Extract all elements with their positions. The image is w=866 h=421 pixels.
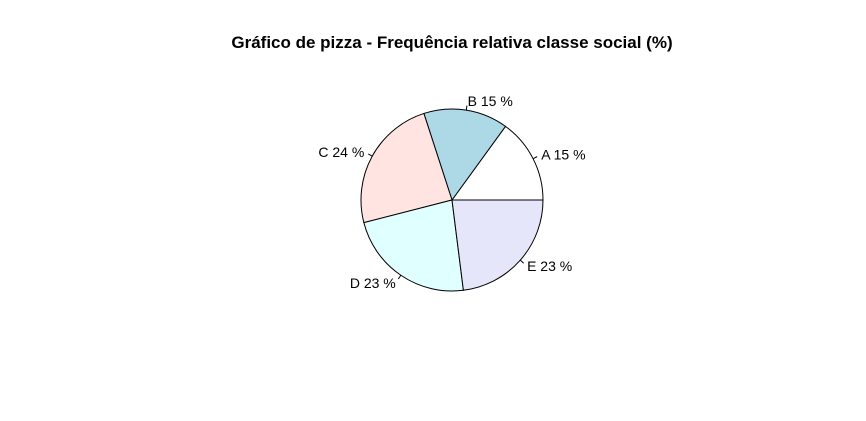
pie-label-tick-e xyxy=(519,259,525,264)
pie-label-tick-c xyxy=(368,153,373,157)
pie-label-a: A 15 % xyxy=(541,147,585,163)
pie-label-e: E 23 % xyxy=(527,258,572,274)
pie-label-c: C 24 % xyxy=(318,144,364,160)
pie-label-tick-a xyxy=(532,156,538,160)
pie-slices xyxy=(360,108,544,292)
pie-slice-d xyxy=(363,199,464,292)
pie-label-d: D 23 % xyxy=(350,275,396,291)
pie-slice-b xyxy=(423,108,507,202)
pie-label-tick-b xyxy=(465,105,468,111)
pie-label-tick-d xyxy=(397,274,402,280)
chart-title: Gráfico de pizza - Frequência relativa c… xyxy=(231,33,672,52)
pie-labels: A 15 % B 15 % C 24 % D 23 % E 23 % xyxy=(318,93,585,291)
pie-slice-e xyxy=(451,199,544,291)
pie-slice-a xyxy=(451,125,544,201)
pie-label-b: B 15 % xyxy=(468,93,513,109)
